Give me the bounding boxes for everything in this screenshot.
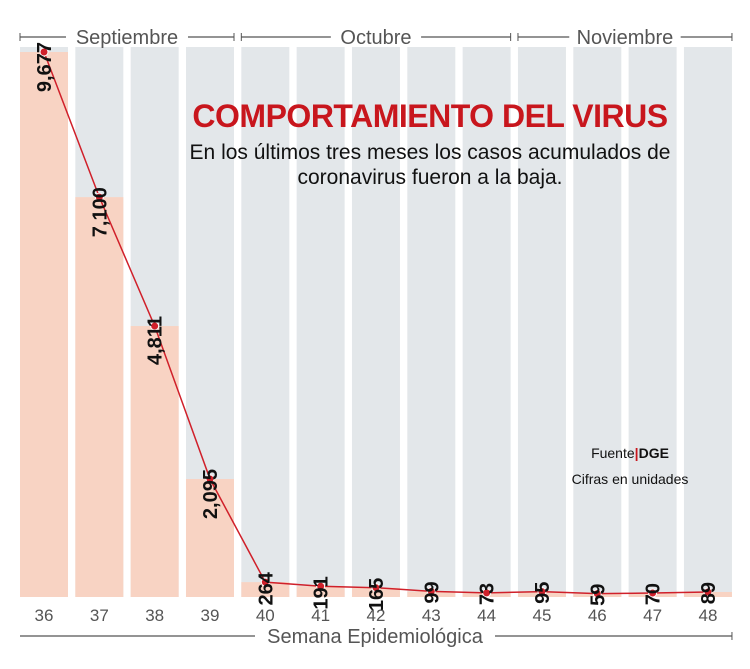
x-tick-label: 40 (256, 606, 275, 625)
bar (75, 197, 124, 597)
data-point (648, 588, 658, 598)
x-tick-label: 44 (477, 606, 496, 625)
month-label: Septiembre (76, 27, 178, 49)
background-column (573, 47, 622, 597)
data-label: 89 (698, 582, 720, 604)
background-column (241, 47, 290, 597)
x-tick-label: 43 (422, 606, 441, 625)
x-tick-label: 36 (35, 606, 54, 625)
source-label: Fuente (591, 445, 635, 461)
data-label: 7,100 (89, 187, 111, 237)
bar (130, 326, 179, 597)
x-tick-label: 46 (588, 606, 607, 625)
bar (20, 52, 68, 597)
source-name: DGE (638, 445, 669, 461)
data-label: 70 (643, 583, 665, 605)
data-label: 191 (311, 576, 333, 609)
x-tick-label: 48 (698, 606, 717, 625)
source-note: Fuente|DGE Cifras en unidades (540, 440, 720, 492)
data-point (592, 589, 602, 599)
data-label: 95 (532, 582, 554, 604)
x-tick-label: 47 (643, 606, 662, 625)
x-tick-label: 37 (90, 606, 109, 625)
data-point (260, 577, 270, 587)
bar (241, 582, 290, 597)
chart-subtitle: En los últimos tres meses los casos acum… (189, 141, 671, 189)
chart-title: COMPORTAMIENTO DEL VIRUS (192, 98, 668, 134)
x-tick-label: 41 (311, 606, 330, 625)
bar (185, 479, 234, 597)
data-point (150, 321, 160, 331)
data-point (426, 586, 436, 596)
month-label: Noviembre (577, 27, 674, 49)
background-column (296, 47, 345, 597)
data-label: 99 (421, 581, 443, 603)
data-point (371, 583, 381, 593)
background-column (517, 47, 566, 597)
data-point (537, 587, 547, 597)
data-point (703, 587, 713, 597)
x-tick-label: 45 (533, 606, 552, 625)
bar (351, 587, 400, 597)
units-note: Cifras en unidades (571, 471, 689, 487)
data-label: 59 (587, 584, 609, 606)
data-point (482, 588, 492, 598)
data-label: 264 (255, 571, 277, 605)
data-point (316, 581, 326, 591)
x-axis-label: Semana Epidemiológica (267, 626, 484, 648)
data-label: 2,095 (200, 469, 222, 519)
data-point (39, 47, 49, 57)
x-tick-label: 39 (201, 606, 220, 625)
data-label: 165 (366, 578, 388, 611)
data-point (94, 192, 104, 202)
background-column (628, 47, 677, 597)
background-column (683, 47, 732, 597)
background-column (462, 47, 511, 597)
data-label: 4,811 (145, 316, 167, 365)
month-label: Octubre (340, 27, 411, 49)
background-column (351, 47, 400, 597)
data-label: 73 (477, 583, 499, 605)
data-label: 9,677 (34, 42, 56, 92)
x-tick-label: 38 (145, 606, 164, 625)
bar (296, 586, 345, 597)
background-column (407, 47, 456, 597)
data-point (205, 474, 215, 484)
x-tick-label: 42 (367, 606, 386, 625)
